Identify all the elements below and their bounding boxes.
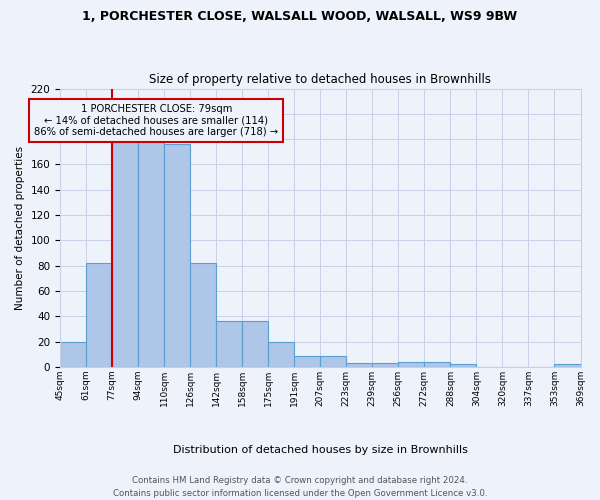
- X-axis label: Distribution of detached houses by size in Brownhills: Distribution of detached houses by size …: [173, 445, 468, 455]
- Text: 1 PORCHESTER CLOSE: 79sqm
← 14% of detached houses are smaller (114)
86% of semi: 1 PORCHESTER CLOSE: 79sqm ← 14% of detac…: [34, 104, 278, 137]
- Bar: [294, 356, 320, 367]
- Bar: [86, 263, 112, 367]
- Text: 1, PORCHESTER CLOSE, WALSALL WOOD, WALSALL, WS9 9BW: 1, PORCHESTER CLOSE, WALSALL WOOD, WALSA…: [82, 10, 518, 23]
- Bar: [164, 144, 190, 367]
- Bar: [242, 322, 268, 367]
- Bar: [216, 322, 242, 367]
- Bar: [190, 263, 216, 367]
- Bar: [320, 356, 346, 367]
- Bar: [373, 363, 398, 367]
- Title: Size of property relative to detached houses in Brownhills: Size of property relative to detached ho…: [149, 73, 491, 86]
- Y-axis label: Number of detached properties: Number of detached properties: [15, 146, 25, 310]
- Bar: [346, 363, 373, 367]
- Text: Contains HM Land Registry data © Crown copyright and database right 2024.
Contai: Contains HM Land Registry data © Crown c…: [113, 476, 487, 498]
- Bar: [398, 362, 424, 367]
- Bar: [424, 362, 451, 367]
- Bar: [112, 139, 138, 367]
- Bar: [138, 138, 164, 367]
- Bar: [268, 342, 294, 367]
- Bar: [451, 364, 476, 367]
- Bar: [554, 364, 581, 367]
- Bar: [60, 342, 86, 367]
